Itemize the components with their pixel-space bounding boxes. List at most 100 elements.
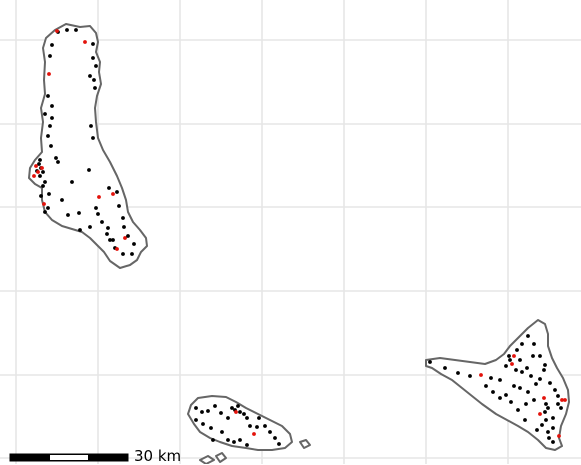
settlement-point[interactable] <box>121 216 125 220</box>
settlement-point[interactable] <box>520 370 524 374</box>
settlement-point[interactable] <box>94 64 98 68</box>
highlighted-point[interactable] <box>111 192 115 196</box>
settlement-point[interactable] <box>46 206 50 210</box>
highlighted-point[interactable] <box>34 164 38 168</box>
highlighted-point[interactable] <box>42 202 46 206</box>
settlement-point[interactable] <box>556 394 560 398</box>
settlement-point[interactable] <box>211 438 215 442</box>
settlement-point[interactable] <box>255 425 259 429</box>
settlement-point[interactable] <box>46 134 50 138</box>
settlement-point[interactable] <box>47 192 51 196</box>
settlement-point[interactable] <box>43 210 47 214</box>
settlement-point[interactable] <box>106 226 110 230</box>
settlement-point[interactable] <box>91 136 95 140</box>
settlement-point[interactable] <box>551 416 555 420</box>
settlement-point[interactable] <box>520 342 524 346</box>
settlement-point[interactable] <box>74 28 78 32</box>
settlement-point[interactable] <box>87 168 91 172</box>
highlighted-point[interactable] <box>97 195 101 199</box>
settlement-point[interactable] <box>514 368 518 372</box>
settlement-point[interactable] <box>108 238 112 242</box>
settlement-point[interactable] <box>242 412 246 416</box>
highlighted-point[interactable] <box>115 247 119 251</box>
settlement-point[interactable] <box>220 430 224 434</box>
settlement-point[interactable] <box>529 374 533 378</box>
settlement-point[interactable] <box>43 180 47 184</box>
settlement-point[interactable] <box>91 56 95 60</box>
settlement-point[interactable] <box>91 42 95 46</box>
settlement-point[interactable] <box>544 418 548 422</box>
settlement-point[interactable] <box>553 388 557 392</box>
settlement-point[interactable] <box>213 404 217 408</box>
settlement-point[interactable] <box>516 408 520 412</box>
settlement-point[interactable] <box>236 404 240 408</box>
settlement-point[interactable] <box>88 225 92 229</box>
settlement-point[interactable] <box>46 94 50 98</box>
settlement-point[interactable] <box>524 402 528 406</box>
settlement-point[interactable] <box>107 186 111 190</box>
settlement-point[interactable] <box>509 400 513 404</box>
settlement-point[interactable] <box>508 358 512 362</box>
islet[interactable] <box>215 452 227 463</box>
settlement-point[interactable] <box>518 358 522 362</box>
settlement-point[interactable] <box>65 28 69 32</box>
settlement-point[interactable] <box>504 364 508 368</box>
settlement-point[interactable] <box>206 409 210 413</box>
settlement-point[interactable] <box>548 381 552 385</box>
settlement-point[interactable] <box>491 390 495 394</box>
settlement-point[interactable] <box>50 104 54 108</box>
settlement-point[interactable] <box>489 376 493 380</box>
settlement-point[interactable] <box>556 402 560 406</box>
settlement-point[interactable] <box>534 382 538 386</box>
settlement-point[interactable] <box>115 190 119 194</box>
settlement-point[interactable] <box>551 426 555 430</box>
settlement-point[interactable] <box>194 406 198 410</box>
settlement-point[interactable] <box>126 234 130 238</box>
settlement-point[interactable] <box>94 206 98 210</box>
settlement-point[interactable] <box>230 406 234 410</box>
islet[interactable] <box>299 439 311 449</box>
island-anjouan[interactable] <box>425 319 570 451</box>
settlement-point[interactable] <box>88 74 92 78</box>
settlement-point[interactable] <box>263 424 267 428</box>
settlement-point[interactable] <box>543 410 547 414</box>
settlement-point[interactable] <box>507 354 511 358</box>
settlement-point[interactable] <box>546 430 550 434</box>
settlement-point[interactable] <box>531 354 535 358</box>
settlement-point[interactable] <box>38 158 42 162</box>
settlement-point[interactable] <box>245 416 249 420</box>
highlighted-point[interactable] <box>234 410 238 414</box>
settlement-point[interactable] <box>54 156 58 160</box>
highlighted-point[interactable] <box>36 170 40 174</box>
island-moheli[interactable] <box>187 395 293 451</box>
highlighted-point[interactable] <box>542 396 546 400</box>
settlement-point[interactable] <box>39 194 43 198</box>
settlement-point[interactable] <box>50 43 54 47</box>
settlement-point[interactable] <box>200 410 204 414</box>
settlement-point[interactable] <box>498 378 502 382</box>
settlement-point[interactable] <box>105 232 109 236</box>
settlement-point[interactable] <box>484 384 488 388</box>
settlement-point[interactable] <box>49 144 53 148</box>
highlighted-point[interactable] <box>252 432 256 436</box>
settlement-point[interactable] <box>209 426 213 430</box>
settlement-point[interactable] <box>111 238 115 242</box>
settlement-point[interactable] <box>38 174 42 178</box>
settlement-point[interactable] <box>219 411 223 415</box>
settlement-point[interactable] <box>498 396 502 400</box>
settlement-point[interactable] <box>78 228 82 232</box>
settlement-point[interactable] <box>551 440 555 444</box>
settlement-point[interactable] <box>117 204 121 208</box>
highlighted-point[interactable] <box>32 174 36 178</box>
settlement-point[interactable] <box>468 374 472 378</box>
settlement-point[interactable] <box>443 366 447 370</box>
settlement-point[interactable] <box>226 416 230 420</box>
highlighted-point[interactable] <box>479 373 483 377</box>
settlement-point[interactable] <box>559 406 563 410</box>
settlement-point[interactable] <box>77 211 81 215</box>
highlighted-point[interactable] <box>40 166 44 170</box>
settlement-point[interactable] <box>48 54 52 58</box>
highlighted-point[interactable] <box>538 412 542 416</box>
